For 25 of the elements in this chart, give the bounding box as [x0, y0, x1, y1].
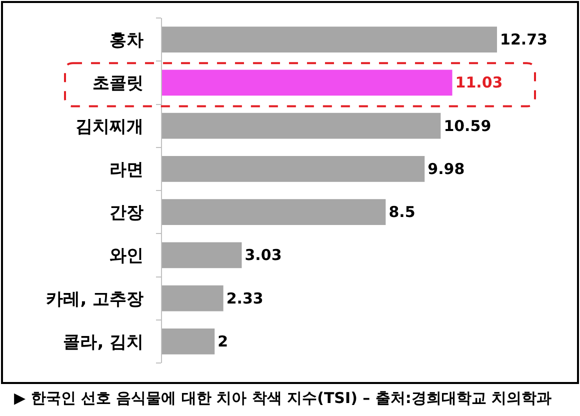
bar: [162, 70, 452, 96]
bar: [162, 26, 497, 52]
bar: [162, 199, 386, 225]
bar: [162, 328, 215, 354]
y-tick-label: 라면: [110, 160, 144, 180]
y-tick-label: 간장: [110, 203, 144, 224]
y-tick-label: 초콜릿: [92, 74, 144, 94]
y-tick-label: 와인: [110, 246, 144, 266]
data-label: 3.03: [244, 246, 282, 264]
bar: [162, 242, 242, 268]
bar: [162, 156, 425, 182]
bar: [162, 285, 224, 312]
data-label: 10.59: [444, 116, 492, 135]
data-label: 2.33: [226, 289, 264, 308]
y-tick-label: 김치찌개: [76, 116, 144, 137]
y-tick-label: 콜라, 김치: [63, 332, 144, 352]
text: ▶ 한국인 선호 음식물에 대한 치아 착색 지수(TSI) – 출처:경희대학교 치의학과: [14, 389, 552, 407]
y-tick-label: 카레, 고추장: [46, 289, 144, 310]
data-label: 9.98: [428, 160, 465, 178]
y-tick-label: 홍차: [110, 30, 144, 51]
data-label: 11.03: [455, 74, 503, 92]
data-label: 12.73: [500, 30, 548, 49]
data-label: 8.5: [388, 203, 416, 222]
bar: [162, 112, 441, 139]
data-label: 2: [218, 332, 228, 350]
